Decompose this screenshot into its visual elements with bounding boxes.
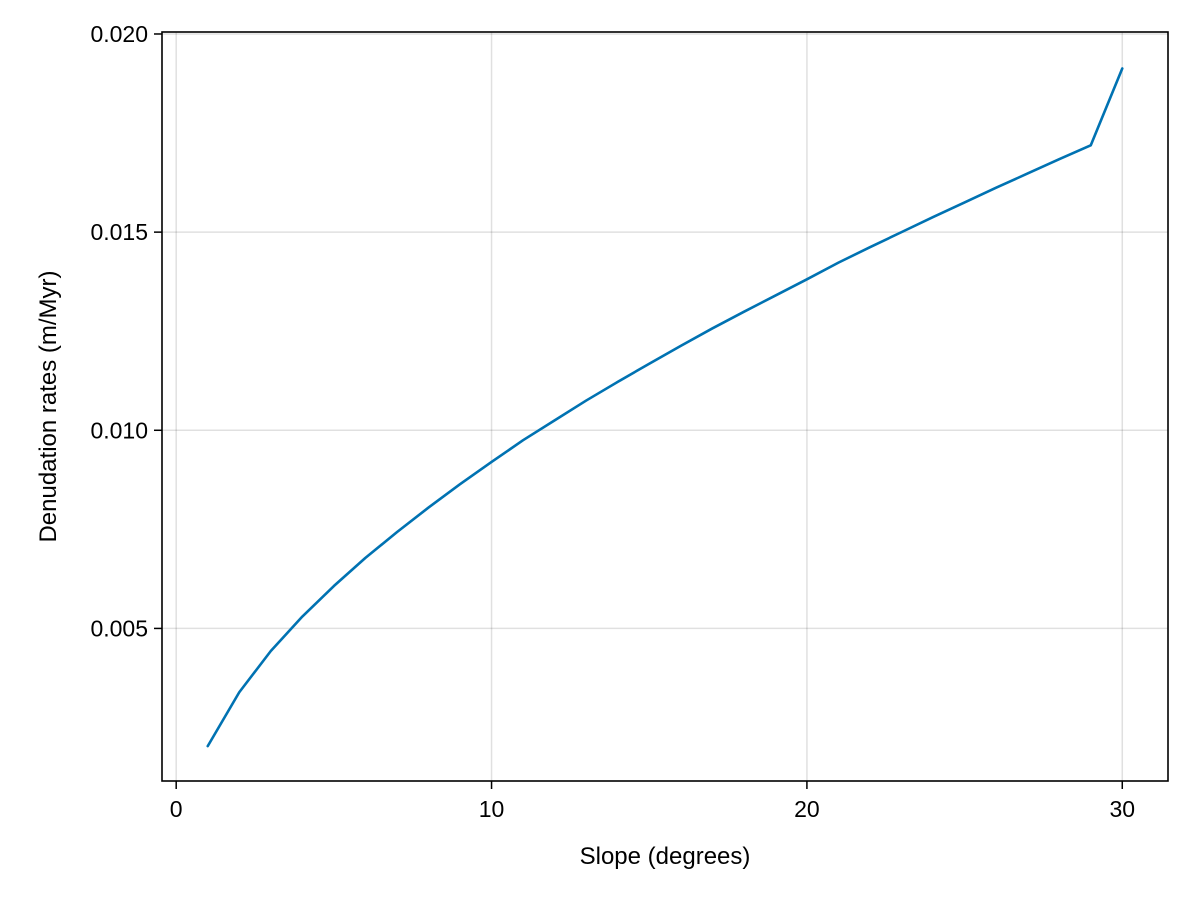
x-tick-label: 30 — [1109, 796, 1135, 822]
y-tick-label: 0.005 — [90, 615, 148, 641]
x-tick-label: 0 — [170, 796, 183, 822]
axis-ticks — [154, 33, 1124, 789]
grid-lines — [162, 32, 1168, 781]
tick-labels: 0 10 20 30 0.005 0.010 0.015 0.020 — [90, 21, 1135, 822]
y-tick-label: 0.010 — [90, 417, 148, 443]
x-axis-label: Slope (degrees) — [580, 843, 751, 870]
y-tick-label: 0.020 — [90, 21, 148, 47]
x-tick-label: 20 — [794, 796, 820, 822]
series-layer — [206, 67, 1124, 748]
y-tick-label: 0.015 — [90, 219, 148, 245]
y-axis-label: Denudation rates (m/Myr) — [35, 270, 62, 542]
plot-frame — [161, 31, 1169, 782]
series-line — [206, 67, 1124, 748]
x-tick-label: 10 — [479, 796, 505, 822]
